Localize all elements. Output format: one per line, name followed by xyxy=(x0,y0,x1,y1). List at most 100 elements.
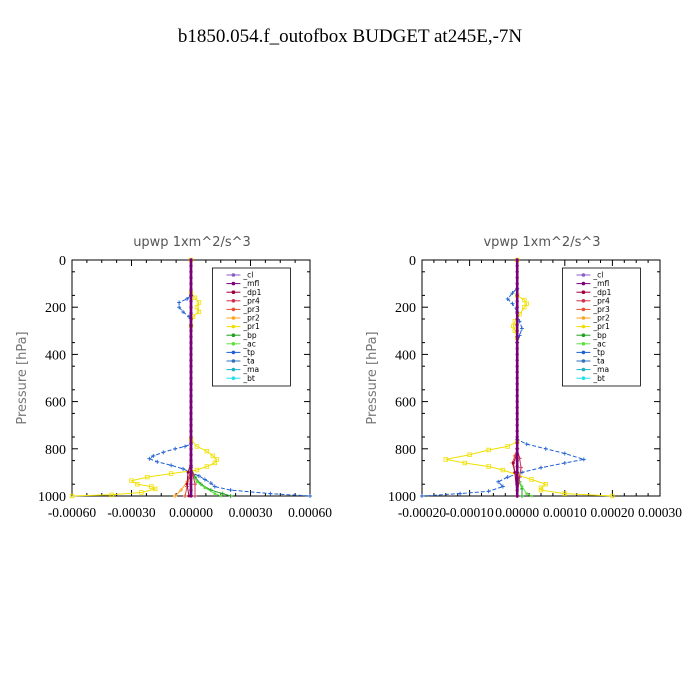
data-point xyxy=(189,417,193,421)
data-point xyxy=(169,463,174,468)
data-point xyxy=(520,485,524,488)
data-point xyxy=(458,491,463,496)
data-point xyxy=(195,480,199,484)
data-point xyxy=(539,465,543,470)
data-point xyxy=(515,447,519,451)
x-tick-label: 0.00030 xyxy=(638,505,682,520)
legend-marker xyxy=(231,367,236,372)
x-tick-label: -0.00030 xyxy=(107,505,156,520)
data-point xyxy=(515,476,519,480)
data-point xyxy=(538,485,544,490)
data-point xyxy=(196,309,202,315)
legend-marker xyxy=(581,359,586,363)
data-point xyxy=(543,481,548,487)
data-point xyxy=(515,453,519,457)
data-point xyxy=(515,376,519,380)
panel-vpwp: vpwp 1xm^2/s^3 Pressure [hPa] 0 200 400 600… xyxy=(365,235,682,520)
data-point xyxy=(486,447,491,453)
legend-marker xyxy=(581,342,586,346)
data-point xyxy=(189,352,193,356)
x-tick-label: 0.00060 xyxy=(288,505,332,520)
legend: _cl_mfl_dp1_pr4_pr3_pr2_pr1_bp_ac_tp_ta_… xyxy=(562,267,641,387)
x-tick-label: 0.00010 xyxy=(543,505,587,520)
legend-label: _bp xyxy=(242,331,257,340)
data-point xyxy=(515,441,519,445)
data-point xyxy=(505,296,510,301)
data-point xyxy=(210,453,216,459)
legend-marker xyxy=(231,290,236,295)
data-point xyxy=(173,446,178,451)
data-point xyxy=(189,476,193,480)
x-tick-label: 0.00030 xyxy=(229,505,273,520)
y-tick-label: 1000 xyxy=(38,490,66,505)
legend-marker xyxy=(581,376,586,381)
data-point xyxy=(228,488,233,493)
y-tick-label: 0 xyxy=(409,254,416,269)
legend-marker xyxy=(581,290,586,295)
data-point xyxy=(515,400,519,404)
y-tick-label: 200 xyxy=(45,301,66,316)
data-point xyxy=(515,341,519,345)
data-point xyxy=(189,258,193,262)
legend-marker xyxy=(581,281,586,286)
y-tick-label: 800 xyxy=(45,443,66,458)
legend-label: _pr4 xyxy=(242,296,260,305)
data-point xyxy=(189,488,193,492)
legend-marker xyxy=(231,324,236,329)
data-point xyxy=(519,326,524,331)
data-point xyxy=(189,282,193,286)
data-point xyxy=(189,464,193,469)
data-point xyxy=(189,364,193,368)
data-point xyxy=(189,411,193,415)
data-point xyxy=(189,293,193,297)
data-point xyxy=(515,358,519,362)
data-point xyxy=(524,442,529,447)
data-point xyxy=(109,492,114,498)
x-tick-label: -0.00060 xyxy=(48,505,97,520)
data-point xyxy=(510,301,515,306)
data-point xyxy=(511,323,516,329)
legend-marker xyxy=(581,307,586,312)
data-point xyxy=(208,481,213,486)
data-point xyxy=(192,482,197,487)
legend-label: _pr1 xyxy=(592,322,610,331)
data-point xyxy=(522,297,527,303)
data-point xyxy=(515,388,519,392)
data-point xyxy=(189,323,193,327)
legend-marker xyxy=(231,342,236,346)
data-point xyxy=(515,299,519,303)
legend-label: _ta xyxy=(242,357,254,366)
legend-label: _mfl xyxy=(242,279,259,288)
legend-marker xyxy=(231,350,236,355)
data-point xyxy=(515,282,519,286)
data-point xyxy=(173,494,178,498)
data-point xyxy=(189,305,193,309)
legend-label: _mfl xyxy=(592,279,609,288)
data-point xyxy=(189,459,193,463)
y-tick-label: 1000 xyxy=(388,490,416,505)
data-point xyxy=(129,478,134,483)
series-pr1 xyxy=(69,257,219,499)
y-tick-label: 800 xyxy=(395,443,416,458)
data-point xyxy=(562,491,567,496)
data-point xyxy=(213,492,217,496)
data-point xyxy=(185,296,190,301)
data-point xyxy=(189,276,193,280)
legend-label: _ta xyxy=(592,357,604,366)
data-point xyxy=(189,317,193,321)
data-point xyxy=(500,484,505,489)
data-point xyxy=(515,317,519,321)
legend-marker xyxy=(231,299,236,303)
data-point xyxy=(515,411,519,415)
data-point xyxy=(147,456,152,461)
x-tick-label: 0.00020 xyxy=(590,505,634,520)
data-point xyxy=(505,475,510,480)
data-point xyxy=(515,405,519,410)
series-tp xyxy=(420,258,586,498)
data-point xyxy=(515,494,519,498)
data-point xyxy=(515,329,519,333)
legend-label: _pr1 xyxy=(242,322,260,331)
data-point xyxy=(189,329,193,333)
legend-marker xyxy=(231,359,236,363)
legend-label: _pr2 xyxy=(242,314,260,323)
